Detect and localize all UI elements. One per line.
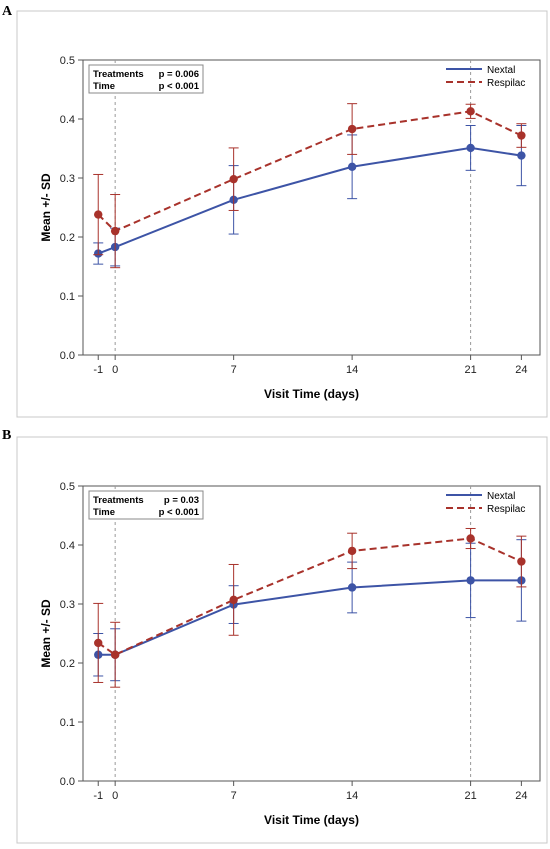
chart-b-respilac-point	[517, 557, 526, 566]
chart-a-stats-value: p = 0.006	[159, 69, 199, 80]
chart-a-stats-label: Time	[93, 81, 115, 92]
chart-b-y-tick-label: 0.4	[60, 540, 75, 552]
chart-b-respilac-point	[110, 650, 120, 659]
chart-b-x-tick-label: 14	[346, 790, 358, 802]
chart-b-x-tick-label: 7	[231, 790, 237, 802]
chart-b-respilac-legend-label: Respilac	[487, 504, 525, 515]
chart-a-stats-value: p < 0.001	[159, 81, 200, 92]
chart-b-stats-value: p < 0.001	[159, 507, 200, 518]
chart-b-respilac-point	[94, 638, 103, 648]
chart-b-nextal-point	[347, 583, 357, 592]
chart-a-respilac-point	[229, 174, 238, 184]
chart-b-nextal-legend-label: Nextal	[487, 491, 515, 502]
chart-a-x-tick-label: 14	[346, 364, 358, 376]
chart-b-x-tick-label: 24	[515, 790, 527, 802]
chart-b-svg: 0.0 0.1 0.2 0.3 0.4 0.5 -1 0 7 14 21 24 Visit Time (…	[16, 436, 548, 844]
chart-b-respilac-point	[229, 595, 238, 605]
chart-a-respilac-legend-label: Respilac	[487, 78, 525, 89]
chart-a-y-tick-label: 0.4	[60, 114, 75, 126]
chart-a-y-tick-label: 0.5	[60, 55, 75, 67]
chart-b-respilac-point	[466, 534, 475, 543]
chart-a-nextal-point	[517, 151, 526, 160]
chart-a-respilac-point	[110, 226, 120, 236]
chart-a-x-tick-label: 7	[231, 364, 237, 376]
chart-b-respilac-point	[347, 546, 357, 556]
chart-b-y-tick-label: 0.1	[60, 717, 75, 729]
chart-b-stats-label: Treatments	[93, 495, 144, 506]
chart-a-y-axis-label: Mean +/- SD	[39, 173, 53, 242]
chart-a-svg: 0.0 0.1 0.2 0.3 0.4 0.5 -1 0 7 14 21 24 Visit Time (…	[16, 10, 548, 418]
panel-b-letter: B	[2, 428, 12, 443]
chart-a-y-tick-label: 0.3	[60, 173, 75, 185]
chart-b-x-tick-label: 0	[112, 790, 118, 802]
chart-a-nextal-point	[347, 162, 357, 171]
chart-a-respilac-line	[97, 110, 522, 233]
chart-b-x-tick-label: -1	[93, 790, 103, 802]
chart-b-y-tick-label: 0.2	[60, 658, 75, 670]
chart-a-stats-box	[88, 64, 204, 94]
chart-b-plot-area	[82, 485, 541, 782]
chart-a-x-tick-label: 21	[464, 364, 476, 376]
chart-a-y-tick-label: 0.2	[60, 232, 75, 244]
chart-a-stats-label: Treatments	[93, 69, 144, 80]
chart-a-y-tick-label: 0.1	[60, 291, 75, 303]
chart-b-stats-label: Time	[93, 507, 115, 518]
chart-a-respilac-point	[466, 107, 475, 116]
chart-a-respilac-point	[94, 210, 103, 219]
chart-a-x-tick-label: 24	[515, 364, 527, 376]
chart-b-y-tick-label: 0.0	[60, 776, 75, 788]
chart-panel-b: 0.0 0.1 0.2 0.3 0.4 0.5 -1 0 7 14 21 24 Visit Time (…	[0, 436, 548, 846]
chart-b-x-axis-label: Visit Time (days)	[264, 813, 359, 827]
chart-b-y-tick-label: 0.3	[60, 599, 75, 611]
chart-a-y-tick-label: 0.0	[60, 350, 75, 362]
chart-b-y-tick-label: 0.5	[60, 481, 75, 493]
chart-b-stats-value: p = 0.03	[164, 495, 199, 506]
chart-b-nextal-point	[466, 576, 475, 585]
chart-a-x-tick-label: -1	[93, 364, 103, 376]
chart-a-x-axis-label: Visit Time (days)	[264, 387, 359, 401]
chart-a-nextal-point	[466, 143, 475, 153]
chart-a-x-tick-label: 0	[112, 364, 118, 376]
chart-panel-a: 0.0 0.1 0.2 0.3 0.4 0.5 -1 0 7 14 21 24 Visit Time (…	[0, 10, 548, 420]
panel-a-letter: A	[2, 4, 13, 19]
chart-a-plot-area	[82, 59, 541, 356]
chart-b-x-tick-label: 21	[464, 790, 476, 802]
chart-b-y-axis-label: Mean +/- SD	[39, 599, 53, 668]
chart-a-respilac-point	[347, 124, 357, 134]
chart-b-stats-box	[88, 490, 204, 520]
chart-a-respilac-point	[517, 131, 526, 140]
chart-a-nextal-legend-label: Nextal	[487, 65, 515, 76]
